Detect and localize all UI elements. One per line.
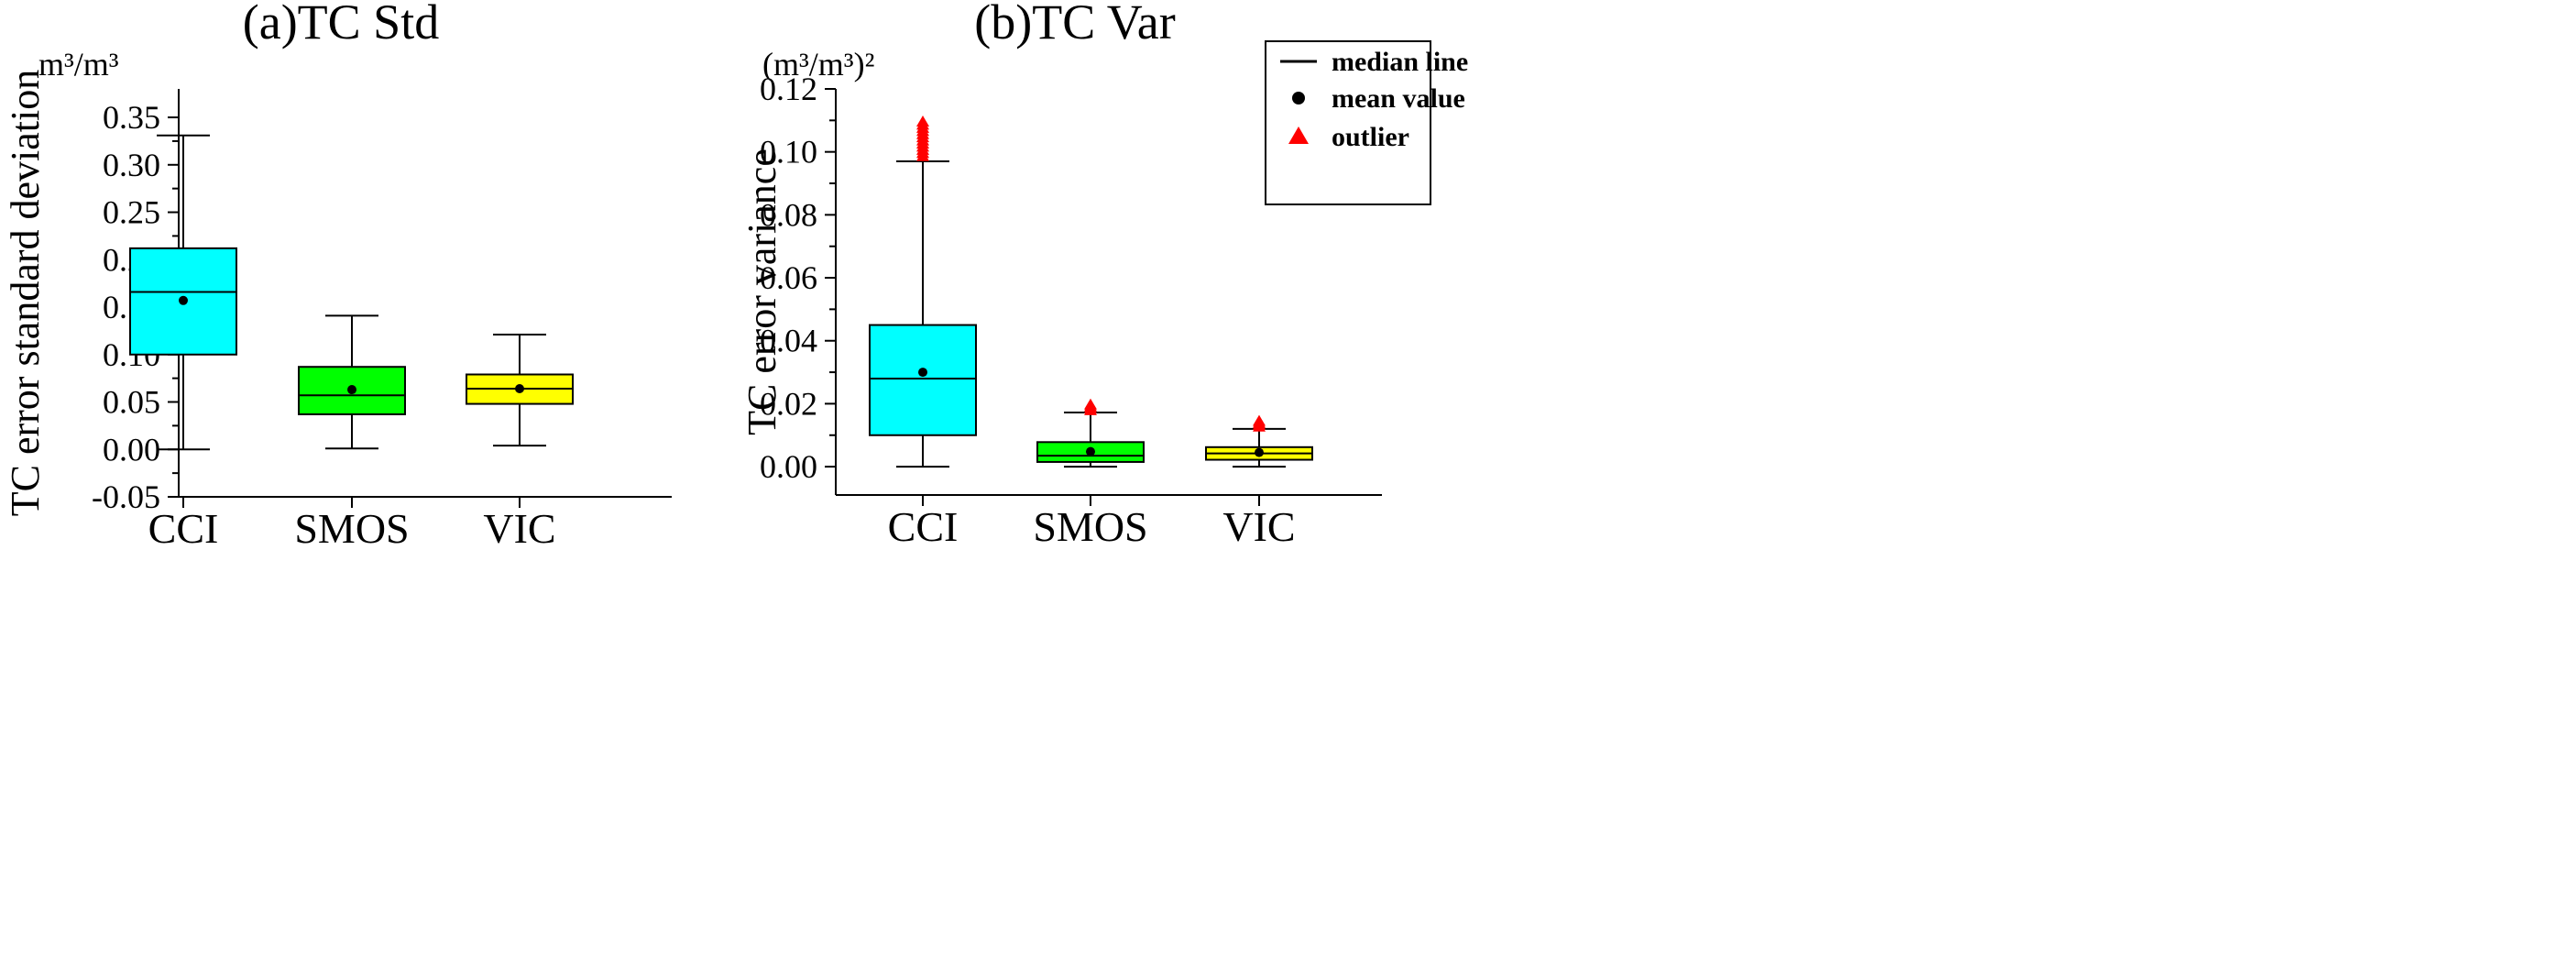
legend-label-outlier: outlier: [1332, 122, 1409, 152]
mean-point: [515, 384, 524, 394]
y-tick-label: 0.00: [760, 448, 817, 485]
y-tick-label: 0.10: [760, 134, 817, 170]
y-tick-label: 0.08: [760, 196, 817, 233]
mean-point: [1086, 446, 1095, 456]
x-tick-label-smos: SMOS: [1033, 503, 1147, 550]
box-cci: [869, 116, 977, 468]
legend-frame: [1265, 40, 1431, 205]
legend: median line mean value outlier: [1265, 40, 1468, 205]
x-tick-label-cci: CCI: [888, 503, 959, 550]
y-unit-label: m³/m³: [38, 46, 119, 82]
y-tick-label: 0.12: [760, 71, 817, 107]
y-tick-label: 0.06: [760, 259, 817, 296]
y-axis-title: TC error variance: [740, 148, 784, 435]
y-axis-title: TC error standard deviation: [3, 70, 48, 517]
box-vic: [466, 334, 574, 447]
y-tick-label: 0.35: [103, 99, 160, 136]
box-smos: [298, 314, 406, 450]
legend-mean-symbol: [1292, 92, 1305, 104]
x-tick-label-smos: SMOS: [294, 505, 409, 552]
chart-title: (a)TC Std: [243, 0, 439, 50]
y-tick-label: 0.05: [103, 384, 160, 421]
box-iqr: [869, 324, 977, 436]
y-tick-label: 0.30: [103, 147, 160, 183]
mean-point: [347, 385, 356, 395]
x-tick-label-cci: CCI: [148, 505, 219, 552]
legend-label-median: median line: [1332, 47, 1468, 77]
mean-point: [179, 295, 188, 305]
y-unit-label: (m³/m³)²: [762, 46, 874, 82]
box-smos: [1036, 398, 1145, 468]
box-cci: [129, 134, 237, 451]
outlier-point: [916, 116, 929, 126]
y-tick-label: 0.00: [103, 431, 160, 468]
outlier-point: [1253, 414, 1266, 426]
y-tick-label: 0.04: [760, 323, 817, 359]
legend-label-mean: mean value: [1332, 83, 1465, 114]
outlier-point: [1084, 398, 1097, 410]
legend-outlier-symbol: [1288, 126, 1309, 144]
mean-point: [918, 368, 927, 378]
chart-title: (b)TC Var: [974, 0, 1175, 50]
y-tick-label: 0.25: [103, 194, 160, 231]
y-tick-label: 0.02: [760, 385, 817, 422]
x-tick-label-vic: VIC: [1222, 503, 1295, 550]
box-vic: [1205, 414, 1313, 468]
panel-b-tc-var: (b)TC Var (m³/m³)² TC error variance 0.00 0.…: [740, 0, 1468, 550]
y-tick-label: -0.05: [92, 478, 160, 515]
x-tick-label-vic: VIC: [483, 505, 555, 552]
mean-point: [1255, 447, 1264, 457]
